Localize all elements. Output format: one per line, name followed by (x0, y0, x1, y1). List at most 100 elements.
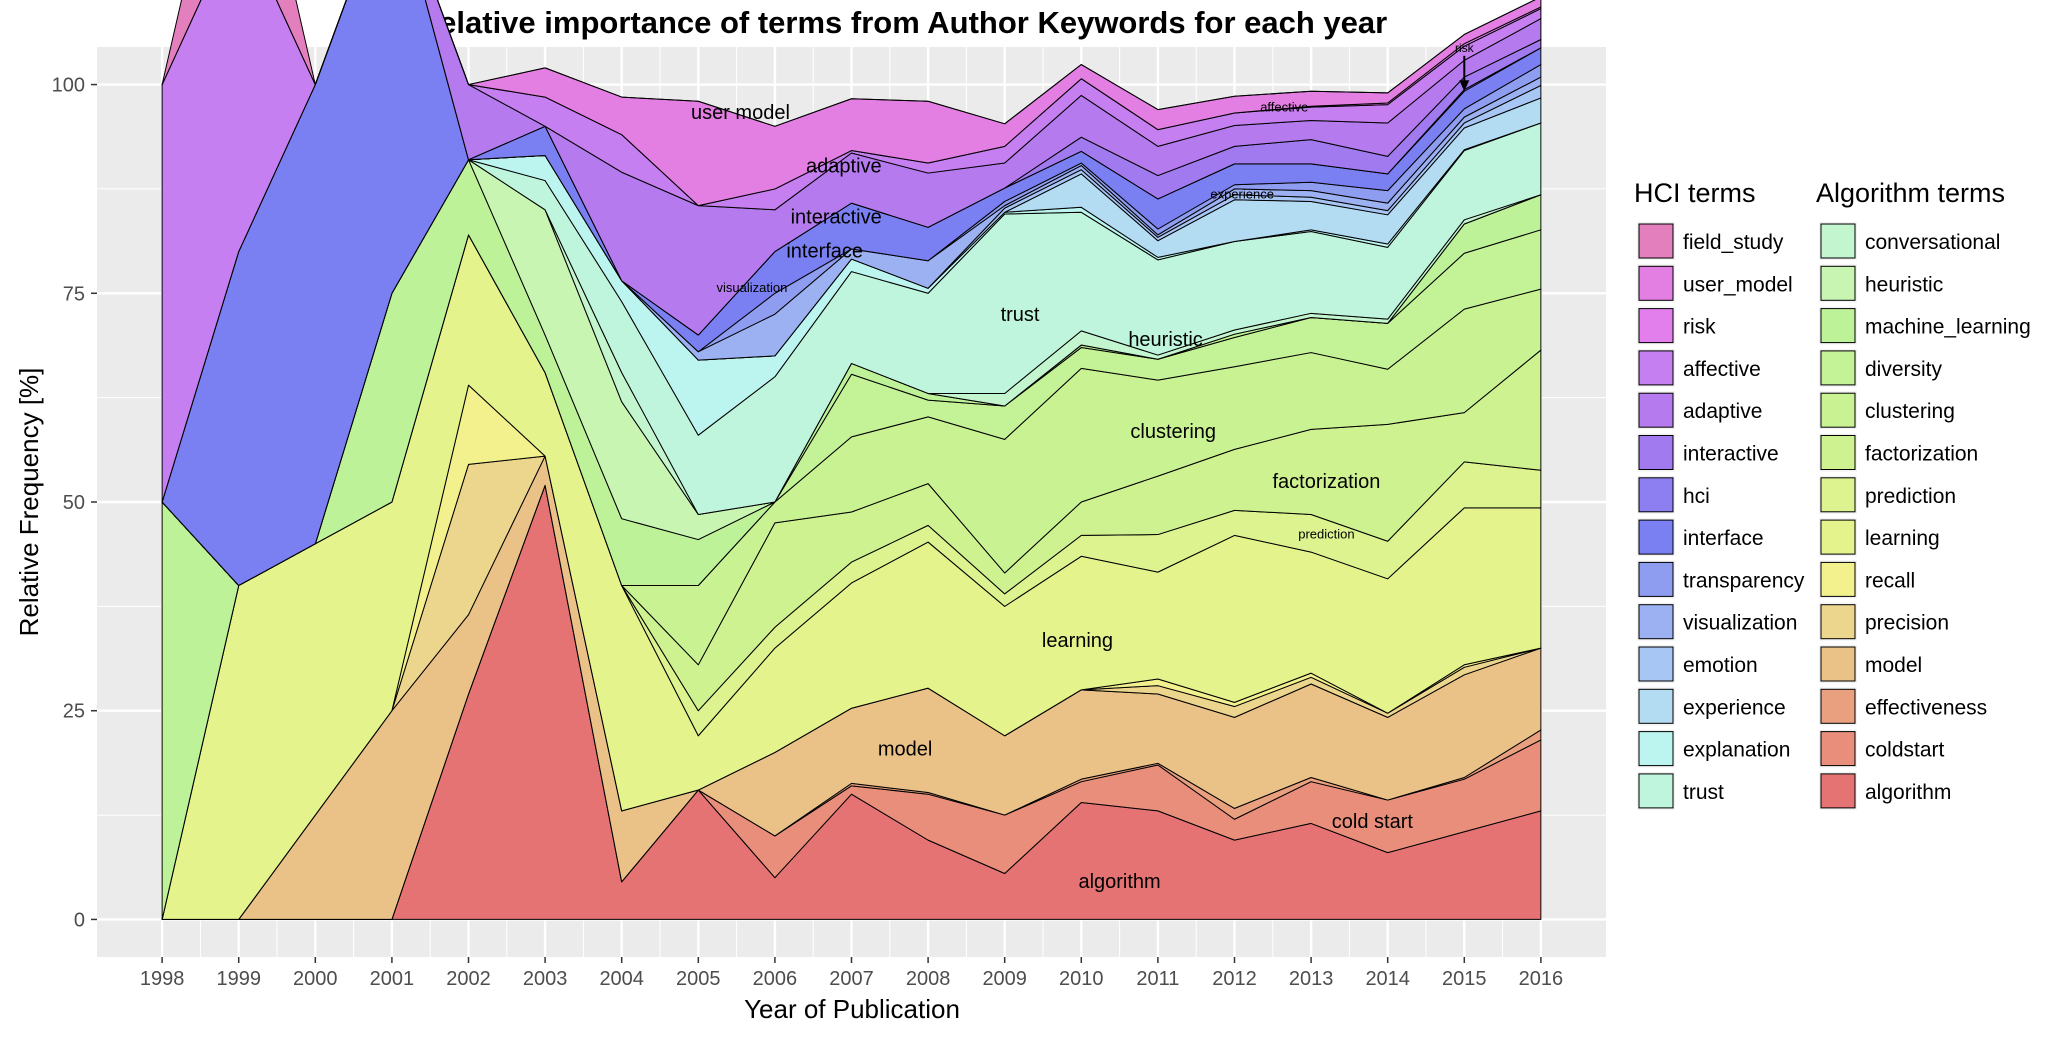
x-tick-label: 2002 (446, 968, 491, 990)
legend-key (1820, 392, 1856, 428)
x-tick-label: 2010 (1059, 968, 1104, 990)
annotation-cold-start: cold start (1332, 811, 1414, 833)
legend-key (1820, 561, 1856, 597)
legend-label: affective (1683, 358, 1761, 381)
annotation-trust: trust (1001, 304, 1040, 326)
legend-label: heuristic (1865, 273, 1943, 296)
x-tick-label: 2006 (753, 968, 798, 990)
legend-label: adaptive (1683, 400, 1762, 423)
x-tick-label: 2009 (982, 968, 1027, 990)
legend-key (1638, 561, 1674, 597)
annotation-experience: experience (1210, 186, 1274, 201)
annotation-clustering: clustering (1130, 421, 1216, 443)
legend-label: recall (1865, 569, 1915, 592)
x-tick-label: 2014 (1365, 968, 1410, 990)
legend-label: machine_learning (1865, 316, 2031, 339)
arrow-head (1459, 80, 1470, 92)
x-tick-label: 2003 (523, 968, 568, 990)
y-tick-label: 0 (74, 909, 85, 931)
legend-key (1638, 350, 1674, 386)
legend-key (1638, 688, 1674, 724)
x-tick-label: 2011 (1136, 968, 1179, 990)
y-tick-label: 100 (52, 75, 85, 97)
legend-label: trust (1683, 781, 1724, 804)
legend-label: conversational (1865, 231, 2000, 254)
annotation-visualization: visualization (717, 280, 788, 295)
x-tick-label: 2013 (1289, 968, 1334, 990)
legend-key (1820, 519, 1856, 555)
annotations: user model adaptive interactive interface vi… (691, 41, 1475, 893)
y-tick-label: 25 (63, 701, 85, 723)
legend-key (1638, 308, 1674, 344)
legend-label: model (1865, 654, 1922, 677)
legend-label: effectiveness (1865, 696, 1987, 719)
legend-label: diversity (1865, 358, 1943, 381)
legend-key (1820, 604, 1856, 640)
legend-label: explanation (1683, 739, 1790, 762)
annotation-interface: interface (786, 241, 863, 263)
y-tick-label: 50 (63, 492, 85, 514)
legend-label: clustering (1865, 400, 1955, 423)
legend-key (1638, 265, 1674, 301)
legend-key (1820, 350, 1856, 386)
x-tick-label: 2001 (370, 968, 415, 990)
x-tick-label: 2016 (1519, 968, 1564, 990)
x-tick-label: 2008 (906, 968, 951, 990)
annotation-affective: affective (1260, 100, 1308, 115)
legend-key (1820, 308, 1856, 344)
legend-label: prediction (1865, 485, 1956, 508)
x-tick-label: 2015 (1442, 968, 1487, 990)
annotation-factorization: factorization (1272, 471, 1380, 493)
legend-key (1638, 519, 1674, 555)
legend-key (1820, 435, 1856, 470)
legend-key (1638, 604, 1674, 640)
legend-key (1820, 646, 1856, 682)
legend-key (1638, 392, 1674, 428)
x-tick-label: 2007 (829, 968, 874, 990)
legend-label: hci (1683, 485, 1710, 508)
chart-title: Relative importance of terms from Author… (417, 5, 1387, 40)
annotation-algorithm: algorithm (1078, 871, 1160, 893)
y-tick-label: 75 (63, 283, 85, 305)
x-tick-label: 1998 (140, 968, 185, 990)
annotation-learning: learning (1042, 630, 1113, 652)
legend-key (1820, 773, 1856, 809)
legend-label: factorization (1865, 443, 1978, 466)
annotation-model: model (878, 738, 932, 760)
legend-label: algorithm (1865, 781, 1951, 804)
annotation-heuristic: heuristic (1128, 329, 1202, 351)
legend-key (1820, 265, 1856, 301)
x-tick-label: 1999 (216, 968, 261, 990)
annotation-risk: risk (1455, 41, 1475, 55)
legend-key (1638, 435, 1674, 470)
stacked-areas (161, 0, 1542, 920)
legend-label: transparency (1683, 569, 1805, 592)
legend-label: experience (1683, 696, 1786, 719)
x-axis-title: Year of Publication (744, 994, 960, 1024)
x-tick-label: 2005 (676, 968, 721, 990)
annotation-adaptive: adaptive (806, 156, 882, 178)
legend-label: emotion (1683, 654, 1758, 677)
legend-label: coldstart (1865, 739, 1945, 762)
legend-key (1638, 223, 1674, 259)
annotation-interactive: interactive (791, 206, 882, 228)
legend-label: interactive (1683, 443, 1779, 466)
legend-key (1638, 646, 1674, 682)
legend-label: field_study (1683, 231, 1784, 254)
legend-key (1638, 773, 1674, 809)
legend-key (1638, 477, 1674, 513)
y-axis-title: Relative Frequency [%] (14, 368, 44, 637)
annotation-prediction: prediction (1298, 526, 1354, 541)
annotation-user-model: user model (691, 102, 790, 124)
legend-label: risk (1683, 316, 1716, 339)
legend-key (1820, 477, 1856, 513)
legend-label: interface (1683, 527, 1764, 550)
area-field-study (161, 0, 1536, 127)
legend-label: precision (1865, 612, 1949, 635)
legend-title: Algorithm terms (1816, 178, 2005, 208)
x-axis: 1998 1999 2000 2001 2002 2003 2004 2005 2006 2007… (140, 957, 1563, 990)
y-axis: 0 25 50 75 100 (52, 75, 97, 931)
x-tick-label: 2000 (293, 968, 338, 990)
legend-title: HCI terms (1634, 178, 1756, 208)
